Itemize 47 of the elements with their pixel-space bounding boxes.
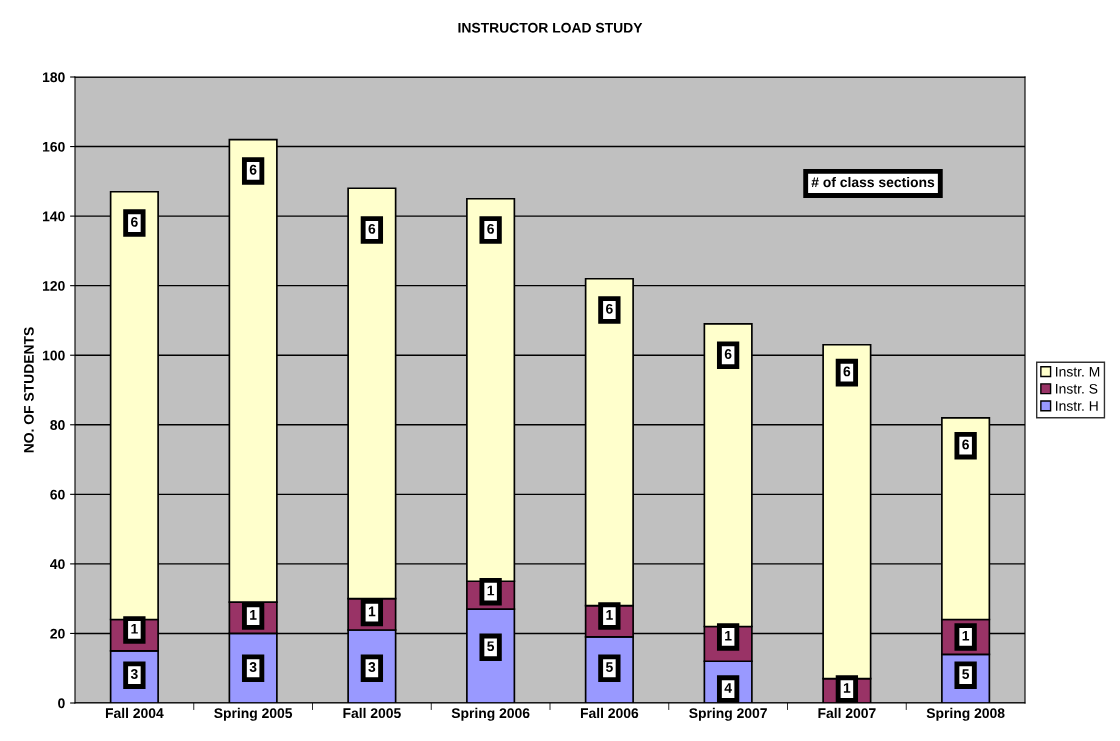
annotation: # of class sections [811, 176, 935, 188]
annotation: 6 [606, 303, 613, 314]
legend-label: Instr. S [1056, 383, 1098, 394]
annotation: 3 [130, 669, 138, 679]
y-tick-label: 160 [42, 141, 65, 152]
annotation: 5 [605, 662, 613, 672]
x-tick-label: Spring 2006 [451, 707, 530, 721]
annotation: 6 [843, 366, 851, 377]
y-tick-label: 0 [58, 698, 65, 709]
annotation: 1 [368, 606, 376, 617]
y-tick-label: 140 [42, 211, 65, 222]
legend-label: Instr. H [1056, 401, 1098, 411]
annotation: 1 [843, 683, 851, 693]
annotation: 6 [487, 223, 494, 234]
y-tick-label: 20 [50, 628, 65, 639]
y-tick-label: 180 [42, 72, 65, 83]
annotation: 6 [131, 216, 138, 227]
x-tick-label: Spring 2005 [214, 707, 293, 721]
x-tick-label: Fall 2007 [818, 707, 876, 719]
legend-label: Instr. M [1056, 366, 1100, 377]
annotation: 5 [962, 669, 970, 679]
y-axis-title: NO. OF STUDENTS [23, 327, 34, 453]
y-tick-label: 100 [42, 350, 65, 361]
annotation: 5 [487, 641, 495, 652]
y-tick-label: 60 [50, 489, 65, 500]
annotation: 6 [249, 164, 257, 175]
y-tick-label: 120 [42, 281, 65, 291]
annotation: 1 [606, 610, 613, 620]
x-tick-label: Fall 2005 [343, 707, 401, 719]
annotation: 6 [724, 349, 732, 359]
annotation: 1 [962, 630, 970, 641]
chart-title: INSTRUCTOR LOAD STUDY [458, 22, 643, 33]
annotation: 6 [368, 223, 376, 234]
annotation: 3 [249, 662, 257, 672]
annotation: 1 [131, 624, 138, 634]
x-tick-label: Spring 2008 [926, 707, 1005, 721]
y-tick-label: 80 [50, 420, 65, 430]
annotation: 4 [724, 683, 732, 693]
x-tick-label: Spring 2007 [689, 707, 767, 721]
annotation: 1 [487, 585, 495, 596]
annotation: 1 [250, 610, 257, 620]
y-tick-label: 40 [50, 559, 65, 570]
annotation: 1 [725, 630, 732, 641]
x-tick-label: Fall 2004 [105, 707, 164, 719]
annotation: 3 [368, 662, 376, 672]
annotation: 6 [962, 439, 969, 450]
x-tick-label: Fall 2006 [580, 707, 639, 719]
